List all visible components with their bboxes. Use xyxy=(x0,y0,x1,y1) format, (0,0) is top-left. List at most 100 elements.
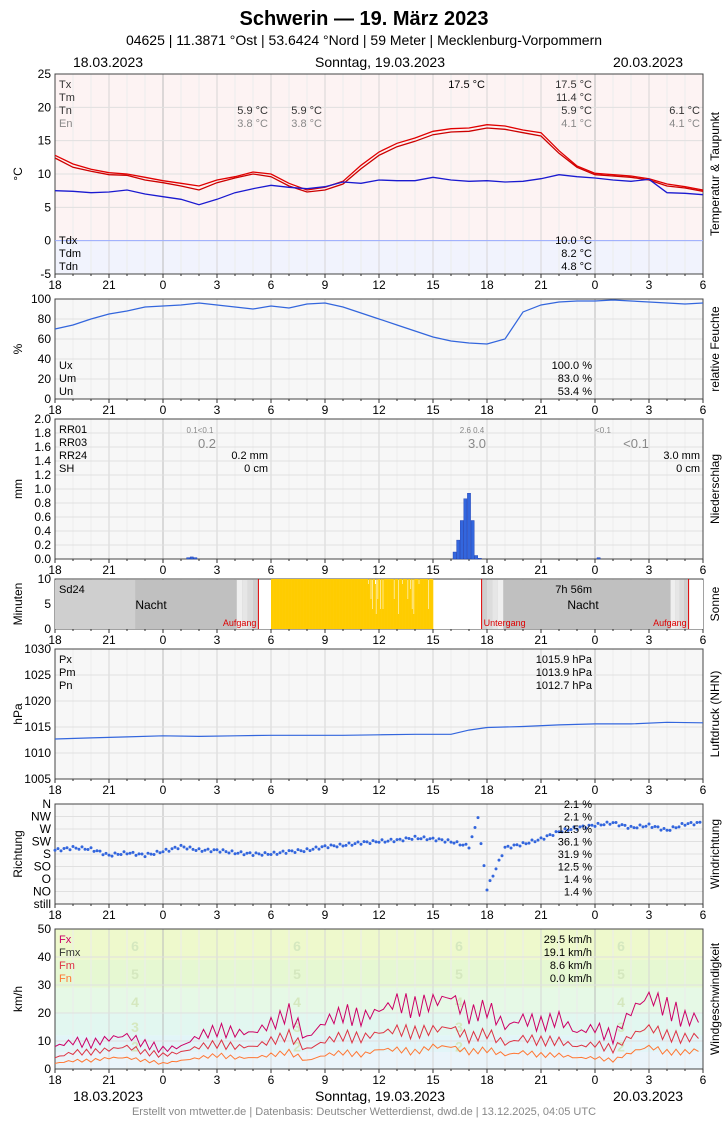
sun-bar xyxy=(281,579,283,629)
beaufort-number: 6 xyxy=(293,938,301,954)
sun-bar xyxy=(288,579,290,629)
sun-bar xyxy=(381,579,383,629)
direction-point xyxy=(170,847,174,851)
beaufort-number: 3 xyxy=(293,1019,301,1035)
twilight-shade xyxy=(670,580,676,629)
direction-point xyxy=(431,836,435,840)
legend-label: Pm xyxy=(59,667,76,679)
direction-point xyxy=(647,822,651,826)
sun-bar xyxy=(330,579,332,629)
direction-point xyxy=(272,850,276,854)
direction-point xyxy=(500,854,504,858)
y-category-label: S xyxy=(43,847,51,861)
direction-point xyxy=(149,852,153,856)
x-tick-label: 3 xyxy=(646,403,653,417)
legend-label: RR03 xyxy=(59,437,87,449)
direction-point xyxy=(134,853,138,857)
x-tick-label: 0 xyxy=(592,783,599,797)
sun-bar xyxy=(339,579,341,629)
sun-bar xyxy=(322,579,324,629)
x-tick-label: 9 xyxy=(322,278,329,292)
direction-point xyxy=(437,837,441,841)
direction-point xyxy=(536,838,540,842)
twilight-shade xyxy=(481,580,487,629)
direction-point xyxy=(128,851,132,855)
sun-bar xyxy=(361,579,364,629)
twilight-shade xyxy=(236,580,243,629)
direction-point xyxy=(539,836,543,840)
panel-side-label: Luftdruck (NHN) xyxy=(708,671,722,758)
sun-bar xyxy=(371,579,373,629)
legend-label: Px xyxy=(59,654,72,666)
direction-point xyxy=(632,826,636,830)
sun-bar xyxy=(306,579,308,629)
sun-bar xyxy=(313,579,316,629)
rain-bar xyxy=(596,557,601,560)
sun-bar xyxy=(363,579,365,629)
sun-bar xyxy=(307,579,309,629)
x-tick-label: 12 xyxy=(372,1073,386,1087)
direction-point xyxy=(623,823,627,827)
y-tick-label: 1.6 xyxy=(34,440,51,454)
y-axis-label: °C xyxy=(11,167,25,181)
legend-value: 12.5 % xyxy=(558,862,592,874)
direction-point xyxy=(674,826,678,830)
sun-bar xyxy=(340,579,342,629)
direction-point xyxy=(575,827,579,831)
x-tick-label: 6 xyxy=(268,633,275,647)
x-tick-label: 15 xyxy=(426,908,440,922)
legend-value: 2.6 0.4 xyxy=(460,426,485,435)
sun-bar xyxy=(428,579,430,629)
x-tick-label: 6 xyxy=(268,278,275,292)
y-tick-label: 10 xyxy=(38,1034,52,1048)
sun-bar xyxy=(367,584,370,629)
direction-point xyxy=(395,838,399,842)
sun-bar xyxy=(308,579,310,629)
date-center-bottom: Sonntag, 19.03.2023 xyxy=(315,1088,445,1104)
direction-point xyxy=(110,854,114,858)
y-tick-label: 40 xyxy=(38,352,52,366)
y-tick-label: 60 xyxy=(38,332,52,346)
sunrise-label: Aufgang xyxy=(653,618,687,628)
y-tick-label: 10 xyxy=(38,167,52,181)
x-tick-label: 21 xyxy=(534,278,548,292)
sun-bar xyxy=(416,579,418,629)
beaufort-number: 2 xyxy=(293,1039,301,1055)
sun-bar xyxy=(327,579,329,629)
sun-bar xyxy=(362,579,364,629)
direction-point xyxy=(440,838,444,842)
x-tick-label: 21 xyxy=(534,403,548,417)
direction-point xyxy=(98,849,102,853)
x-tick-label: 18 xyxy=(48,1073,62,1087)
sun-bar xyxy=(409,579,411,629)
twilight-shade xyxy=(492,580,498,629)
beaufort-number: 3 xyxy=(131,1019,139,1035)
x-tick-label: 18 xyxy=(480,633,494,647)
direction-point xyxy=(659,828,663,832)
panel-side-label: Windgeschwindigkeit xyxy=(708,942,722,1055)
series-Fn xyxy=(54,1043,699,1065)
direction-point xyxy=(65,846,69,850)
direction-point xyxy=(167,849,171,853)
panel-side-label: Sonne xyxy=(708,586,722,621)
x-tick-label: 6 xyxy=(700,403,707,417)
beaufort-number: 5 xyxy=(617,966,625,982)
y-tick-label: 30 xyxy=(38,978,52,992)
x-tick-label: 12 xyxy=(372,633,386,647)
x-tick-label: 21 xyxy=(534,563,548,577)
sun-bar xyxy=(287,579,289,629)
sun-bar xyxy=(285,579,287,629)
x-tick-label: 12 xyxy=(372,278,386,292)
direction-point xyxy=(560,830,564,834)
sun-bar xyxy=(284,579,286,629)
direction-point xyxy=(524,842,528,846)
beaufort-number: 2 xyxy=(617,1039,625,1055)
x-tick-label: 6 xyxy=(700,1073,707,1087)
direction-point xyxy=(359,842,363,846)
x-tick-label: 18 xyxy=(480,783,494,797)
sun-bar xyxy=(303,579,305,629)
x-tick-label: 3 xyxy=(646,908,653,922)
series-Tm xyxy=(54,127,704,193)
sun-bar xyxy=(378,579,380,629)
legend-value: 4.1 °C xyxy=(561,118,592,130)
